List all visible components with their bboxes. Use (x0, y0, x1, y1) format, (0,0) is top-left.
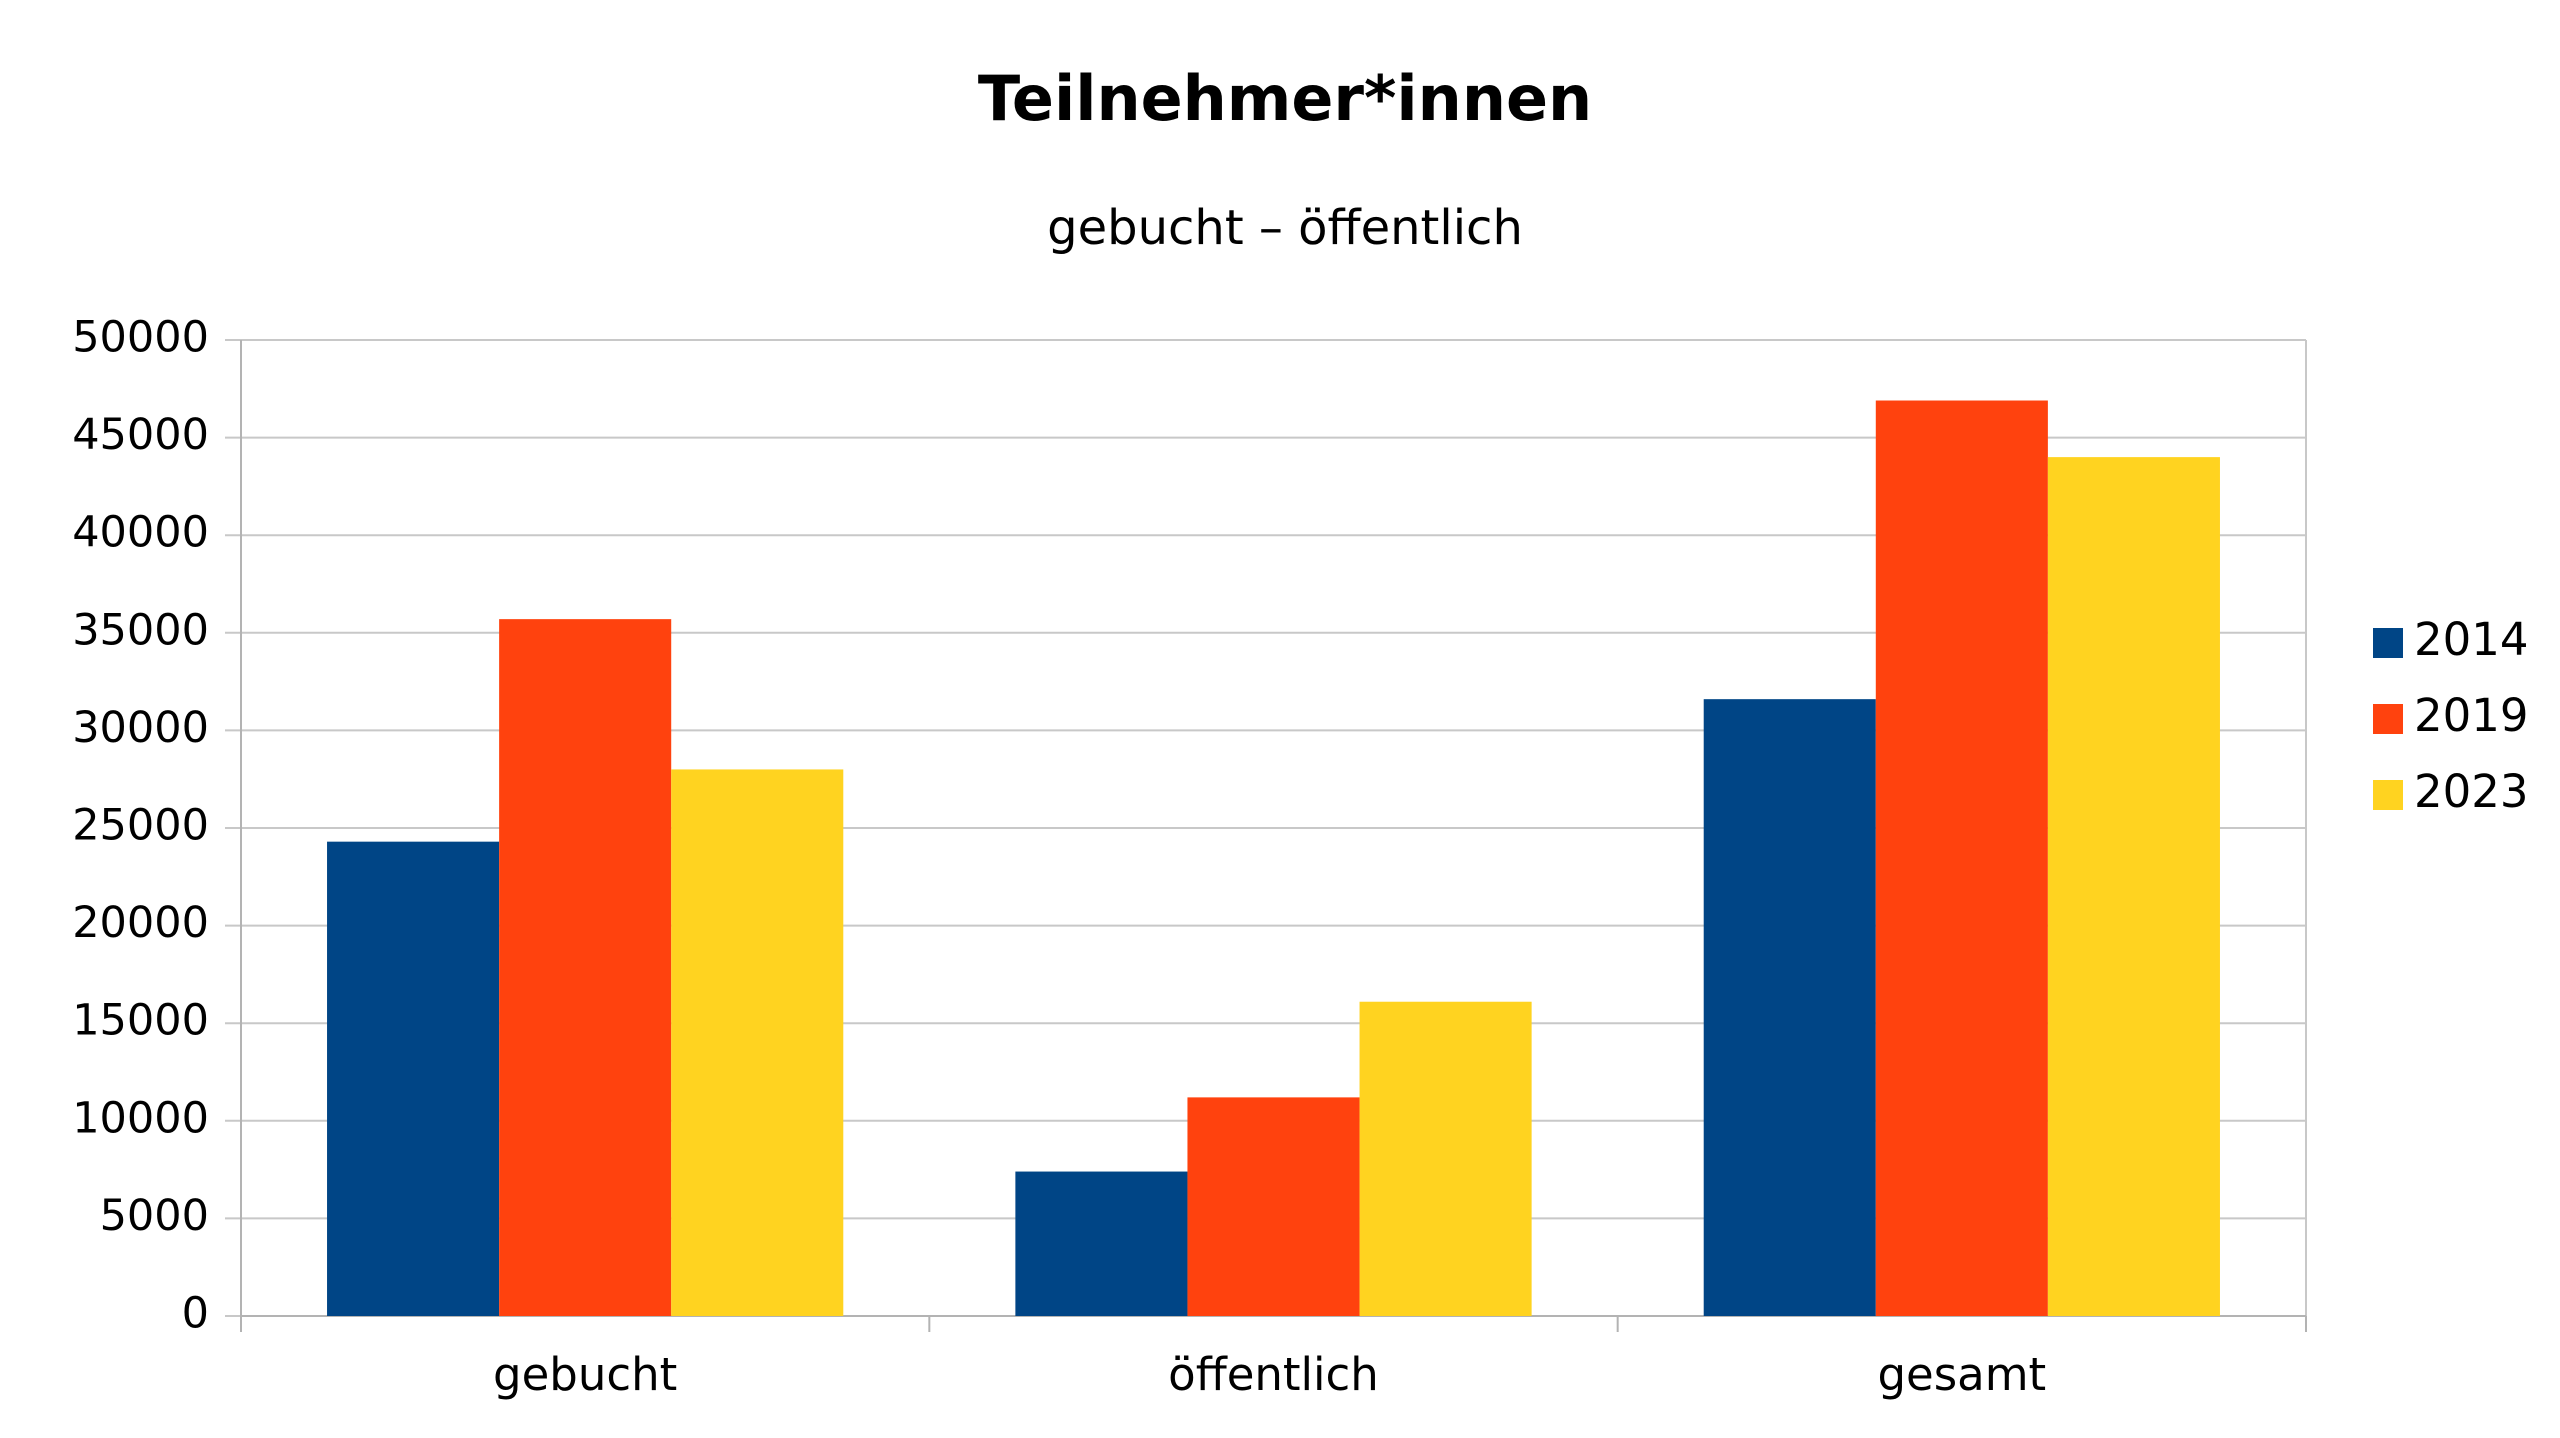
y-tick-label: 20000 (72, 898, 209, 948)
y-tick-label: 0 (182, 1289, 209, 1339)
bar (1359, 1001, 1532, 1316)
legend-swatch (2373, 628, 2403, 658)
y-tick-label: 40000 (72, 508, 209, 558)
legend-label: 2014 (2414, 613, 2529, 666)
y-tick-label: 25000 (72, 801, 209, 851)
y-tick-label: 30000 (72, 703, 209, 753)
y-tick-label: 35000 (72, 605, 209, 655)
y-tick-label: 45000 (72, 410, 209, 460)
legend-label: 2023 (2414, 765, 2529, 818)
legend-label: 2019 (2414, 689, 2529, 742)
legend-swatch (2373, 704, 2403, 734)
legend-swatch (2373, 780, 2403, 810)
y-tick-label: 50000 (72, 313, 209, 363)
y-tick-label: 15000 (72, 996, 209, 1046)
y-tick-label: 10000 (72, 1093, 209, 1143)
bar (327, 841, 500, 1316)
bar (499, 619, 672, 1316)
bar (671, 769, 844, 1316)
bar (1875, 400, 2048, 1317)
x-tick-label: öffentlich (1168, 1348, 1379, 1401)
bar (1703, 699, 1876, 1316)
chart-title: Teilnehmer*innen (978, 62, 1592, 135)
x-tick-label: gesamt (1877, 1348, 2046, 1401)
bar (1187, 1097, 1360, 1316)
x-tick-label: gebucht (493, 1348, 677, 1401)
chart-subtitle: gebucht – öffentlich (1047, 200, 1523, 256)
y-tick-label: 5000 (100, 1191, 209, 1241)
bar (1015, 1171, 1188, 1316)
bar (2047, 457, 2220, 1316)
